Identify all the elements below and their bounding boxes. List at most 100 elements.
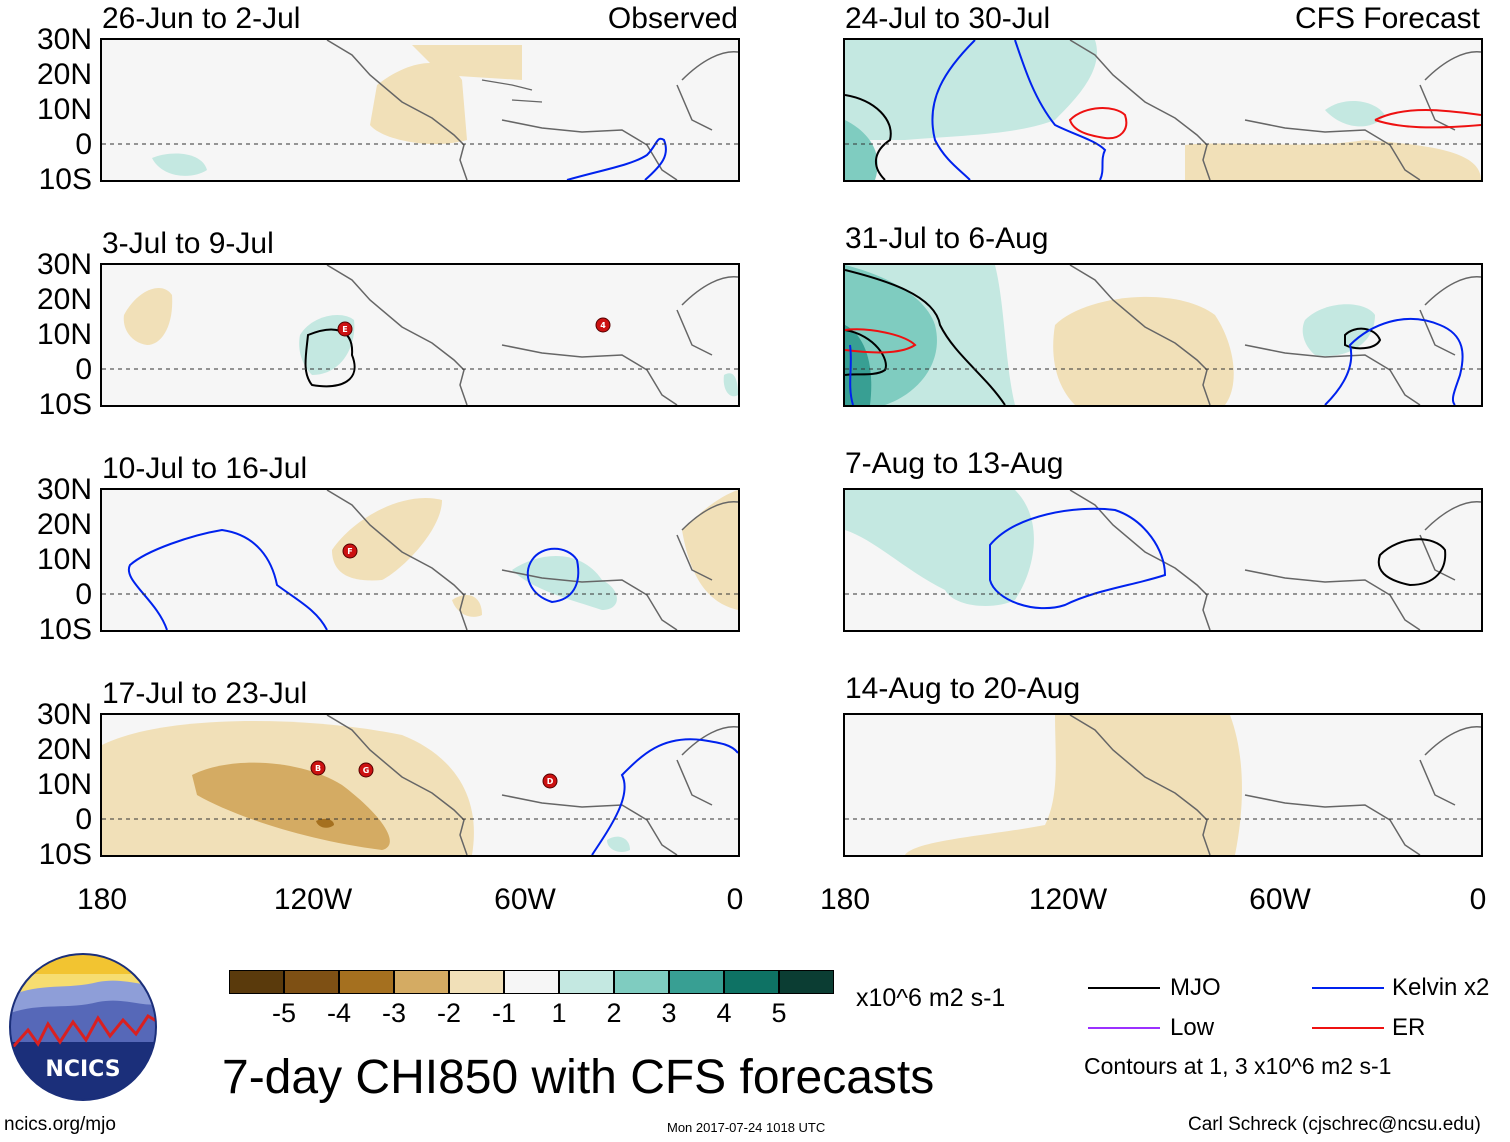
lon-label: 0 bbox=[1469, 883, 1487, 916]
negative-anomaly-area bbox=[316, 818, 334, 828]
panel-8-title: 14-Aug to 20-Aug bbox=[845, 672, 1081, 705]
er-contour bbox=[1068, 107, 1128, 140]
coastline bbox=[676, 501, 738, 581]
coastline bbox=[326, 490, 468, 630]
map-panel-7 bbox=[843, 488, 1483, 632]
map-panel-8-plot bbox=[845, 715, 1481, 855]
legend-kelvin-line bbox=[1312, 987, 1384, 989]
legend-low-line bbox=[1088, 1027, 1160, 1029]
footer-url[interactable]: ncics.org/mjo bbox=[4, 1114, 116, 1135]
colorbar-swatch bbox=[724, 970, 779, 994]
panel-7-title: 7-Aug to 13-Aug bbox=[845, 447, 1064, 480]
lon-label: 120W bbox=[273, 883, 353, 916]
legend-mjo-label: MJO bbox=[1170, 974, 1221, 1001]
coastline bbox=[676, 726, 738, 806]
colorbar-swatch bbox=[779, 970, 834, 994]
colorbar-label: 1 bbox=[551, 998, 567, 1028]
colorbar-units: x10^6 m2 s-1 bbox=[856, 984, 1006, 1012]
lat-label: 0 bbox=[75, 578, 92, 611]
coastline bbox=[1419, 501, 1481, 581]
positive-anomaly-area bbox=[607, 836, 630, 852]
colorbar-label: -5 bbox=[271, 998, 296, 1028]
lat-label: 30N bbox=[36, 248, 92, 281]
colorbar-swatch bbox=[559, 970, 614, 994]
map-panel-3 bbox=[100, 488, 740, 632]
lat-label: 0 bbox=[75, 803, 92, 836]
coastline bbox=[501, 569, 678, 630]
positive-anomaly-area bbox=[152, 153, 207, 176]
lat-label: 10N bbox=[36, 318, 92, 351]
panel-2-title: 3-Jul to 9-Jul bbox=[102, 227, 274, 260]
colorbar-swatch bbox=[339, 970, 394, 994]
legend-note: Contours at 1, 3 x10^6 m2 s-1 bbox=[1084, 1053, 1392, 1079]
map-panel-4 bbox=[100, 713, 740, 857]
positive-anomaly-area bbox=[1302, 304, 1375, 356]
lon-label: 180 bbox=[76, 883, 128, 916]
footer-timestamp: Mon 2017-07-24 1018 UTC bbox=[667, 1120, 826, 1135]
logo-text: NCICS bbox=[45, 1057, 120, 1082]
negative-anomaly-area bbox=[123, 287, 173, 345]
lat-label: 10S bbox=[38, 163, 92, 196]
positive-anomaly-area bbox=[1325, 100, 1385, 127]
panel-3-title: 10-Jul to 16-Jul bbox=[102, 452, 308, 485]
ncics-logo: NCICS bbox=[8, 952, 158, 1102]
coastline bbox=[1244, 119, 1421, 180]
lat-label: 10S bbox=[38, 613, 92, 646]
coastline bbox=[1419, 276, 1481, 356]
mjo-contour bbox=[1344, 327, 1382, 350]
map-panel-8 bbox=[843, 713, 1483, 857]
panel-1-title: 26-Jun to 2-Jul bbox=[102, 2, 301, 35]
colorbar-swatch bbox=[669, 970, 724, 994]
colorbar-label: -3 bbox=[381, 998, 406, 1028]
colorbar-swatch bbox=[449, 970, 504, 994]
legend-er-label: ER bbox=[1392, 1014, 1426, 1041]
lat-label: 20N bbox=[36, 508, 92, 541]
footer-credit: Carl Schreck (cjschrec@ncsu.edu) bbox=[1188, 1114, 1481, 1135]
coastline bbox=[326, 715, 468, 855]
panel-6-title: 31-Jul to 6-Aug bbox=[845, 222, 1049, 255]
legend-mjo-line bbox=[1088, 987, 1160, 989]
er-contour bbox=[1374, 109, 1481, 129]
panel-5-title: 24-Jul to 30-Jul bbox=[845, 2, 1051, 35]
coastline bbox=[1244, 794, 1421, 855]
negative-anomaly-area bbox=[192, 762, 390, 850]
map-panel-5 bbox=[843, 38, 1483, 182]
lat-label: 30N bbox=[36, 23, 92, 56]
positive-anomaly-area bbox=[845, 325, 872, 405]
er-contour bbox=[845, 328, 917, 354]
coastline bbox=[501, 344, 678, 405]
coastline bbox=[1069, 490, 1211, 630]
panel-1-tag: Observed bbox=[607, 2, 738, 35]
kelvin-contour bbox=[1014, 40, 1107, 180]
lat-label: 20N bbox=[36, 58, 92, 91]
map-panel-6 bbox=[843, 263, 1483, 407]
kelvin-contour bbox=[591, 738, 738, 855]
colorbar-label: 3 bbox=[661, 998, 677, 1028]
lon-label: 60W bbox=[494, 883, 556, 916]
kelvin-contour bbox=[127, 528, 328, 630]
colorbar-label: -2 bbox=[436, 998, 461, 1028]
positive-anomaly-area bbox=[845, 40, 1097, 140]
negative-anomaly-area bbox=[370, 63, 467, 145]
colorbar-label: 5 bbox=[771, 998, 787, 1028]
map-panel-3-plot bbox=[102, 490, 738, 630]
coastline bbox=[326, 40, 468, 180]
colorbar-swatch bbox=[284, 970, 339, 994]
mjo-contour bbox=[845, 269, 1006, 405]
coastline bbox=[1419, 51, 1481, 131]
negative-anomaly-area bbox=[905, 715, 1242, 855]
positive-anomaly-area bbox=[512, 556, 617, 610]
lat-label: 0 bbox=[75, 353, 92, 386]
map-panel-1 bbox=[100, 38, 740, 182]
lat-label: 30N bbox=[36, 698, 92, 731]
map-panel-2 bbox=[100, 263, 740, 407]
coastline bbox=[1069, 715, 1211, 855]
colorbar-label: -4 bbox=[326, 998, 351, 1028]
lat-label: 10N bbox=[36, 768, 92, 801]
lon-label: 60W bbox=[1249, 883, 1311, 916]
colorbar-label: 2 bbox=[606, 998, 622, 1028]
coastline bbox=[1069, 40, 1211, 180]
lat-label: 10S bbox=[38, 388, 92, 421]
colorbar-label: -1 bbox=[491, 998, 516, 1028]
map-panel-6-plot bbox=[845, 265, 1481, 405]
